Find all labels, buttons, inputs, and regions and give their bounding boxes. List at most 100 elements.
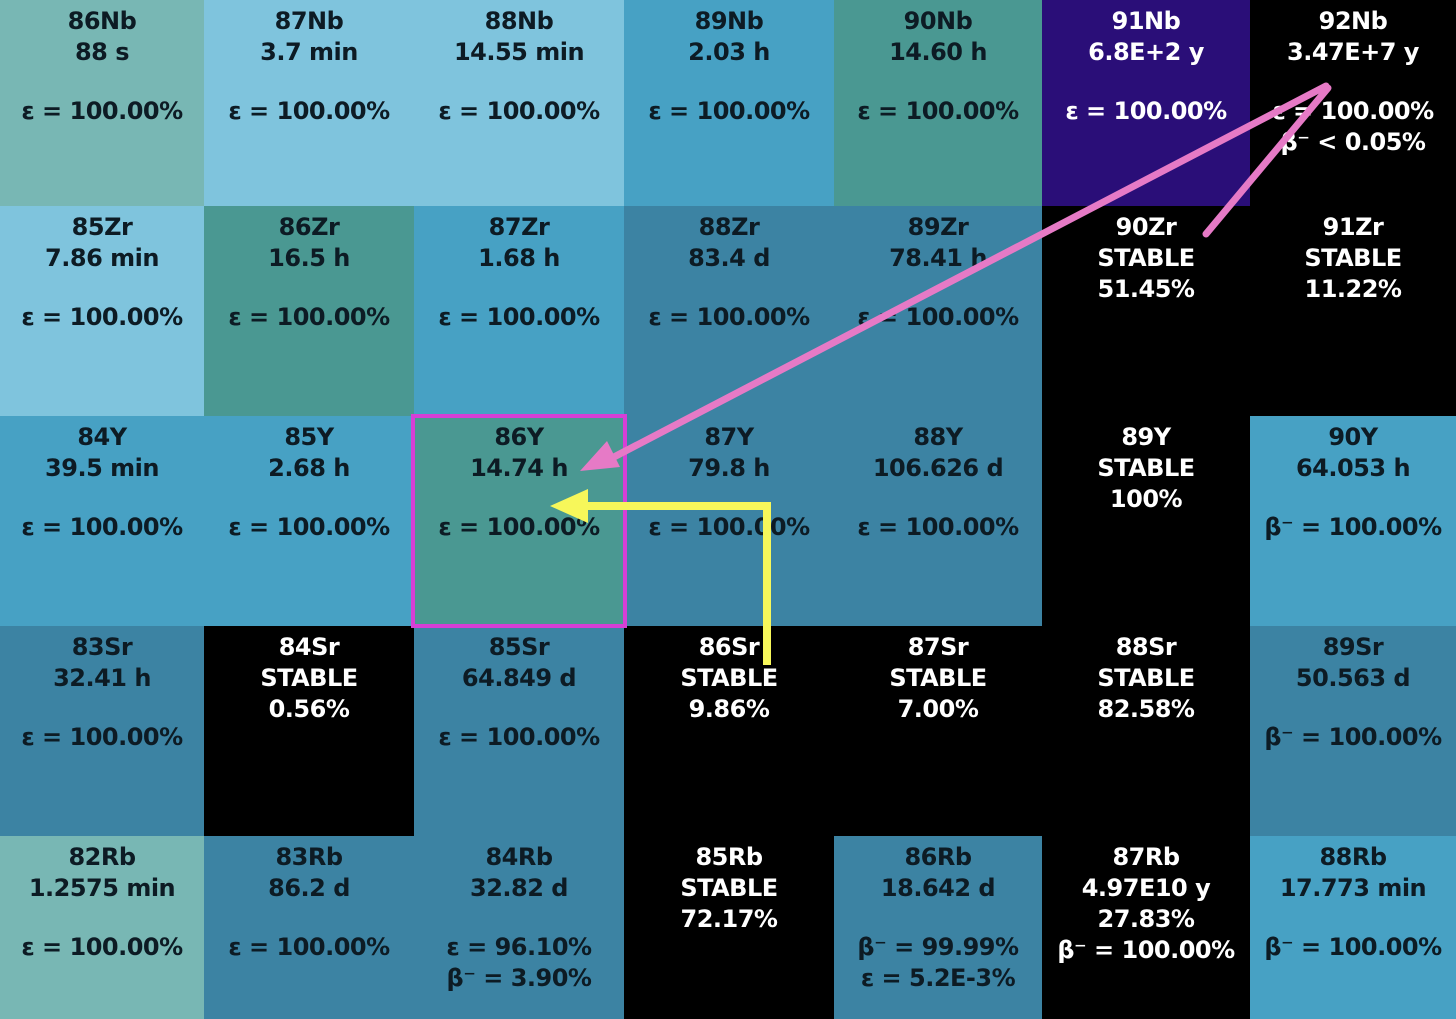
- nuclide-cell-88y[interactable]: 88Y 106.626 d ε = 100.00%: [834, 416, 1042, 626]
- nuclide-cell-83rb[interactable]: 83Rb 86.2 d ε = 100.00%: [204, 836, 414, 1019]
- half-life: 32.41 h: [53, 664, 151, 692]
- nuclide-cell-88sr[interactable]: 88Sr STABLE 82.58%: [1042, 626, 1250, 836]
- nuclide-symbol: 86Zr: [278, 213, 340, 241]
- nuclide-cell-89nb[interactable]: 89Nb 2.03 h ε = 100.00%: [624, 0, 834, 206]
- nuclide-cell-85rb[interactable]: 85Rb STABLE 72.17%: [624, 836, 834, 1019]
- nuclide-symbol: 86Nb: [67, 7, 137, 35]
- half-life: 64.849 d: [461, 664, 577, 692]
- nuclide-symbol: 87Zr: [488, 213, 550, 241]
- nuclide-cell-89y[interactable]: 89Y STABLE 100%: [1042, 416, 1250, 626]
- nuclide-symbol: 87Sr: [907, 633, 969, 661]
- abundance: 27.83%: [1097, 905, 1195, 933]
- nuclide-cell-86zr[interactable]: 86Zr 16.5 h ε = 100.00%: [204, 206, 414, 416]
- stable-label: STABLE: [680, 874, 778, 902]
- nuclide-cell-90nb[interactable]: 90Nb 14.60 h ε = 100.00%: [834, 0, 1042, 206]
- decay-mode: ε = 100.00%: [228, 933, 390, 961]
- decay-mode: ε = 100.00%: [648, 303, 810, 331]
- abundance: 9.86%: [688, 695, 770, 723]
- nuclide-symbol: 89Sr: [1322, 633, 1384, 661]
- nuclide-cell-90y[interactable]: 90Y 64.053 h β⁻ = 100.00%: [1250, 416, 1456, 626]
- nuclide-cell-86sr[interactable]: 86Sr STABLE 9.86%: [624, 626, 834, 836]
- half-life: 2.03 h: [688, 38, 770, 66]
- nuclide-symbol: 92Nb: [1318, 7, 1388, 35]
- half-life: 32.82 d: [470, 874, 568, 902]
- decay-mode: β⁻ = 99.99%: [857, 933, 1019, 961]
- nuclide-symbol: 87Rb: [1112, 843, 1180, 871]
- nuclide-cell-86y[interactable]: 86Y 14.74 h ε = 100.00%: [414, 416, 624, 626]
- nuclide-cell-85sr[interactable]: 85Sr 64.849 d ε = 100.00%: [414, 626, 624, 836]
- nuclide-symbol: 88Sr: [1115, 633, 1177, 661]
- half-life: 1.68 h: [478, 244, 560, 272]
- nuclide-symbol: 84Rb: [485, 843, 553, 871]
- nuclide-cell-87sr[interactable]: 87Sr STABLE 7.00%: [834, 626, 1042, 836]
- nuclide-cell-87zr[interactable]: 87Zr 1.68 h ε = 100.00%: [414, 206, 624, 416]
- nuclide-symbol: 88Zr: [698, 213, 760, 241]
- half-life: 50.563 d: [1295, 664, 1411, 692]
- nuclide-symbol: 84Y: [77, 423, 127, 451]
- half-life: 16.5 h: [268, 244, 350, 272]
- decay-mode: ε = 100.00%: [438, 97, 600, 125]
- decay-mode: ε = 96.10%: [446, 933, 592, 961]
- nuclide-cell-83sr[interactable]: 83Sr 32.41 h ε = 100.00%: [0, 626, 204, 836]
- decay-mode: β⁻ = 100.00%: [1264, 513, 1442, 541]
- half-life: 14.55 min: [453, 38, 585, 66]
- stable-label: STABLE: [1097, 454, 1195, 482]
- nuclide-cell-84y[interactable]: 84Y 39.5 min ε = 100.00%: [0, 416, 204, 626]
- decay-mode: β⁻ < 0.05%: [1280, 128, 1426, 156]
- decay-mode: ε = 100.00%: [228, 303, 390, 331]
- nuclide-cell-90zr[interactable]: 90Zr STABLE 51.45%: [1042, 206, 1250, 416]
- decay-mode: ε = 100.00%: [438, 513, 600, 541]
- nuclide-cell-87y[interactable]: 87Y 79.8 h ε = 100.00%: [624, 416, 834, 626]
- half-life: 106.626 d: [872, 454, 1004, 482]
- half-life: 1.2575 min: [28, 874, 176, 902]
- nuclide-symbol: 90Y: [1328, 423, 1378, 451]
- stable-label: STABLE: [1097, 664, 1195, 692]
- nuclide-cell-91nb[interactable]: 91Nb 6.8E+2 y ε = 100.00%: [1042, 0, 1250, 206]
- nuclide-cell-87rb[interactable]: 87Rb 4.97E10 y 27.83% β⁻ = 100.00%: [1042, 836, 1250, 1019]
- nuclide-cell-86nb[interactable]: 86Nb 88 s ε = 100.00%: [0, 0, 204, 206]
- abundance: 0.56%: [268, 695, 350, 723]
- half-life: 3.7 min: [260, 38, 358, 66]
- decay-mode: ε = 100.00%: [228, 97, 390, 125]
- nuclide-cell-85zr[interactable]: 85Zr 7.86 min ε = 100.00%: [0, 206, 204, 416]
- nuclide-cell-82rb[interactable]: 82Rb 1.2575 min ε = 100.00%: [0, 836, 204, 1019]
- nuclide-symbol: 85Zr: [71, 213, 133, 241]
- half-life: 14.60 h: [889, 38, 987, 66]
- abundance: 100%: [1109, 485, 1183, 513]
- nuclide-cell-87nb[interactable]: 87Nb 3.7 min ε = 100.00%: [204, 0, 414, 206]
- nuclide-symbol: 86Y: [494, 423, 544, 451]
- nuclide-cell-88zr[interactable]: 88Zr 83.4 d ε = 100.00%: [624, 206, 834, 416]
- nuclide-symbol: 90Nb: [903, 7, 973, 35]
- nuclide-symbol: 85Y: [284, 423, 334, 451]
- nuclide-cell-91zr[interactable]: 91Zr STABLE 11.22%: [1250, 206, 1456, 416]
- half-life: 86.2 d: [268, 874, 350, 902]
- half-life: 39.5 min: [45, 454, 159, 482]
- decay-mode: ε = 100.00%: [21, 303, 183, 331]
- nuclide-cell-86rb[interactable]: 86Rb 18.642 d β⁻ = 99.99% ε = 5.2E-3%: [834, 836, 1042, 1019]
- half-life: 7.86 min: [45, 244, 159, 272]
- half-life: 3.47E+7 y: [1287, 38, 1419, 66]
- nuclide-cell-88nb[interactable]: 88Nb 14.55 min ε = 100.00%: [414, 0, 624, 206]
- nuclide-symbol: 91Zr: [1322, 213, 1384, 241]
- decay-mode: ε = 100.00%: [21, 723, 183, 751]
- nuclide-symbol: 82Rb: [68, 843, 136, 871]
- decay-arrow-head: [580, 441, 620, 471]
- nuclide-symbol: 84Sr: [278, 633, 340, 661]
- nuclide-cell-84rb[interactable]: 84Rb 32.82 d ε = 96.10% β⁻ = 3.90%: [414, 836, 624, 1019]
- nuclide-symbol: 89Nb: [694, 7, 764, 35]
- decay-arrow-short-line: [1202, 84, 1332, 238]
- abundance: 72.17%: [680, 905, 778, 933]
- nuclide-symbol: 85Sr: [488, 633, 550, 661]
- abundance: 82.58%: [1097, 695, 1195, 723]
- stable-label: STABLE: [1097, 244, 1195, 272]
- nuclide-cell-85y[interactable]: 85Y 2.68 h ε = 100.00%: [204, 416, 414, 626]
- nuclide-cell-89sr[interactable]: 89Sr 50.563 d β⁻ = 100.00%: [1250, 626, 1456, 836]
- abundance: 11.22%: [1304, 275, 1402, 303]
- nuclide-cell-88rb[interactable]: 88Rb 17.773 min β⁻ = 100.00%: [1250, 836, 1456, 1019]
- decay-mode: ε = 100.00%: [857, 97, 1019, 125]
- stable-label: STABLE: [889, 664, 987, 692]
- nuclide-cell-84sr[interactable]: 84Sr STABLE 0.56%: [204, 626, 414, 836]
